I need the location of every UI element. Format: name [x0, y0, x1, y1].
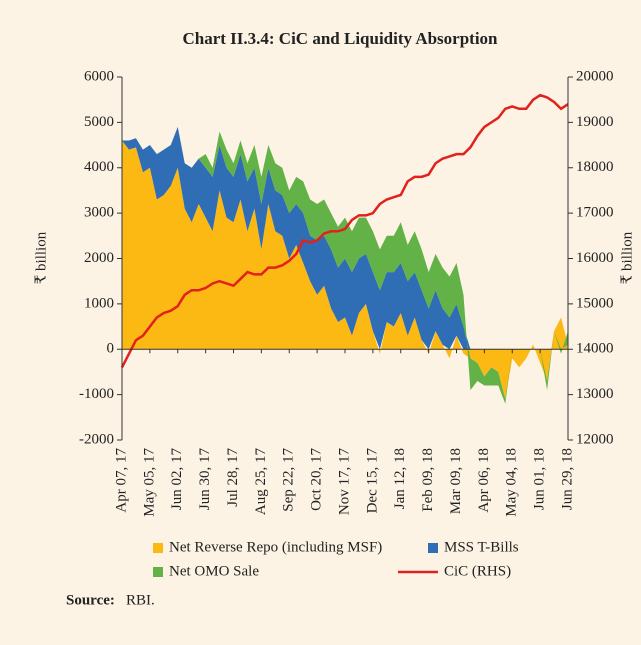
y2-tick-label: 19000 [576, 114, 614, 130]
x-tick-label: Jan 12, 18 [392, 448, 408, 509]
y2-axis-label: ₹ billion [619, 231, 635, 284]
source-label: Source: [66, 592, 115, 608]
legend-label: Net OMO Sale [169, 563, 259, 579]
legend-label: MSS T-Bills [444, 539, 519, 555]
x-tick-label: May 04, 18 [504, 448, 520, 517]
y2-tick-label: 18000 [576, 159, 614, 175]
x-tick-label: May 05, 17 [141, 448, 157, 517]
x-tick-label: Dec 15, 17 [364, 448, 380, 514]
x-tick-label: Jun 30, 17 [197, 448, 213, 511]
line [120, 93, 569, 368]
legend-swatch [153, 543, 163, 553]
legend-label: CiC (RHS) [444, 563, 511, 579]
y-tick-label: 6000 [84, 68, 114, 84]
y2-tick-label: 20000 [576, 68, 614, 84]
x-tick-label: Jun 02, 17 [169, 448, 185, 511]
y2-tick-label: 14000 [576, 341, 614, 357]
x-tick-label: Aug 25, 17 [253, 448, 269, 516]
y2-tick-label: 17000 [576, 205, 614, 221]
y-tick-label: 4000 [84, 159, 114, 175]
source: RBI. [126, 592, 155, 608]
legend-label: Net Reverse Repo (including MSF) [169, 539, 382, 555]
y-tick-label: 2000 [84, 250, 114, 266]
chart-title: Chart II.3.4: CiC and Liquidity Absorpti… [182, 29, 498, 48]
area [122, 126, 568, 350]
x-tick-label: Nov 17, 17 [336, 448, 352, 516]
legend-swatch [428, 543, 438, 553]
x-tick-label: Jun 29, 18 [559, 448, 575, 510]
x-tick-label: Apr 06, 18 [476, 448, 492, 513]
y-axis-label: ₹ billion [33, 231, 49, 284]
x-tick-label: Apr 07, 17 [113, 448, 129, 513]
x-tick-label: Jul 28, 17 [225, 448, 241, 507]
y2-tick-label: 15000 [576, 295, 614, 311]
y2-tick-label: 13000 [576, 386, 614, 402]
y-tick-label: -2000 [79, 431, 114, 447]
y-tick-label: -1000 [79, 386, 114, 402]
x-tick-label: Jun 01, 18 [532, 448, 548, 510]
area [122, 140, 568, 400]
y-tick-label: 5000 [84, 114, 114, 130]
x-tick-label: Sep 22, 17 [281, 448, 297, 512]
y-tick-label: 0 [107, 341, 115, 357]
y-tick-label: 1000 [84, 295, 114, 311]
x-tick-label: Mar 09, 18 [448, 448, 464, 514]
x-tick-label: Feb 09, 18 [420, 448, 436, 512]
legend-swatch [153, 567, 163, 577]
x-tick-label: Oct 20, 17 [309, 448, 325, 511]
y-tick-label: 3000 [84, 205, 114, 221]
y2-tick-label: 16000 [576, 250, 614, 266]
y2-tick-label: 12000 [576, 431, 614, 447]
